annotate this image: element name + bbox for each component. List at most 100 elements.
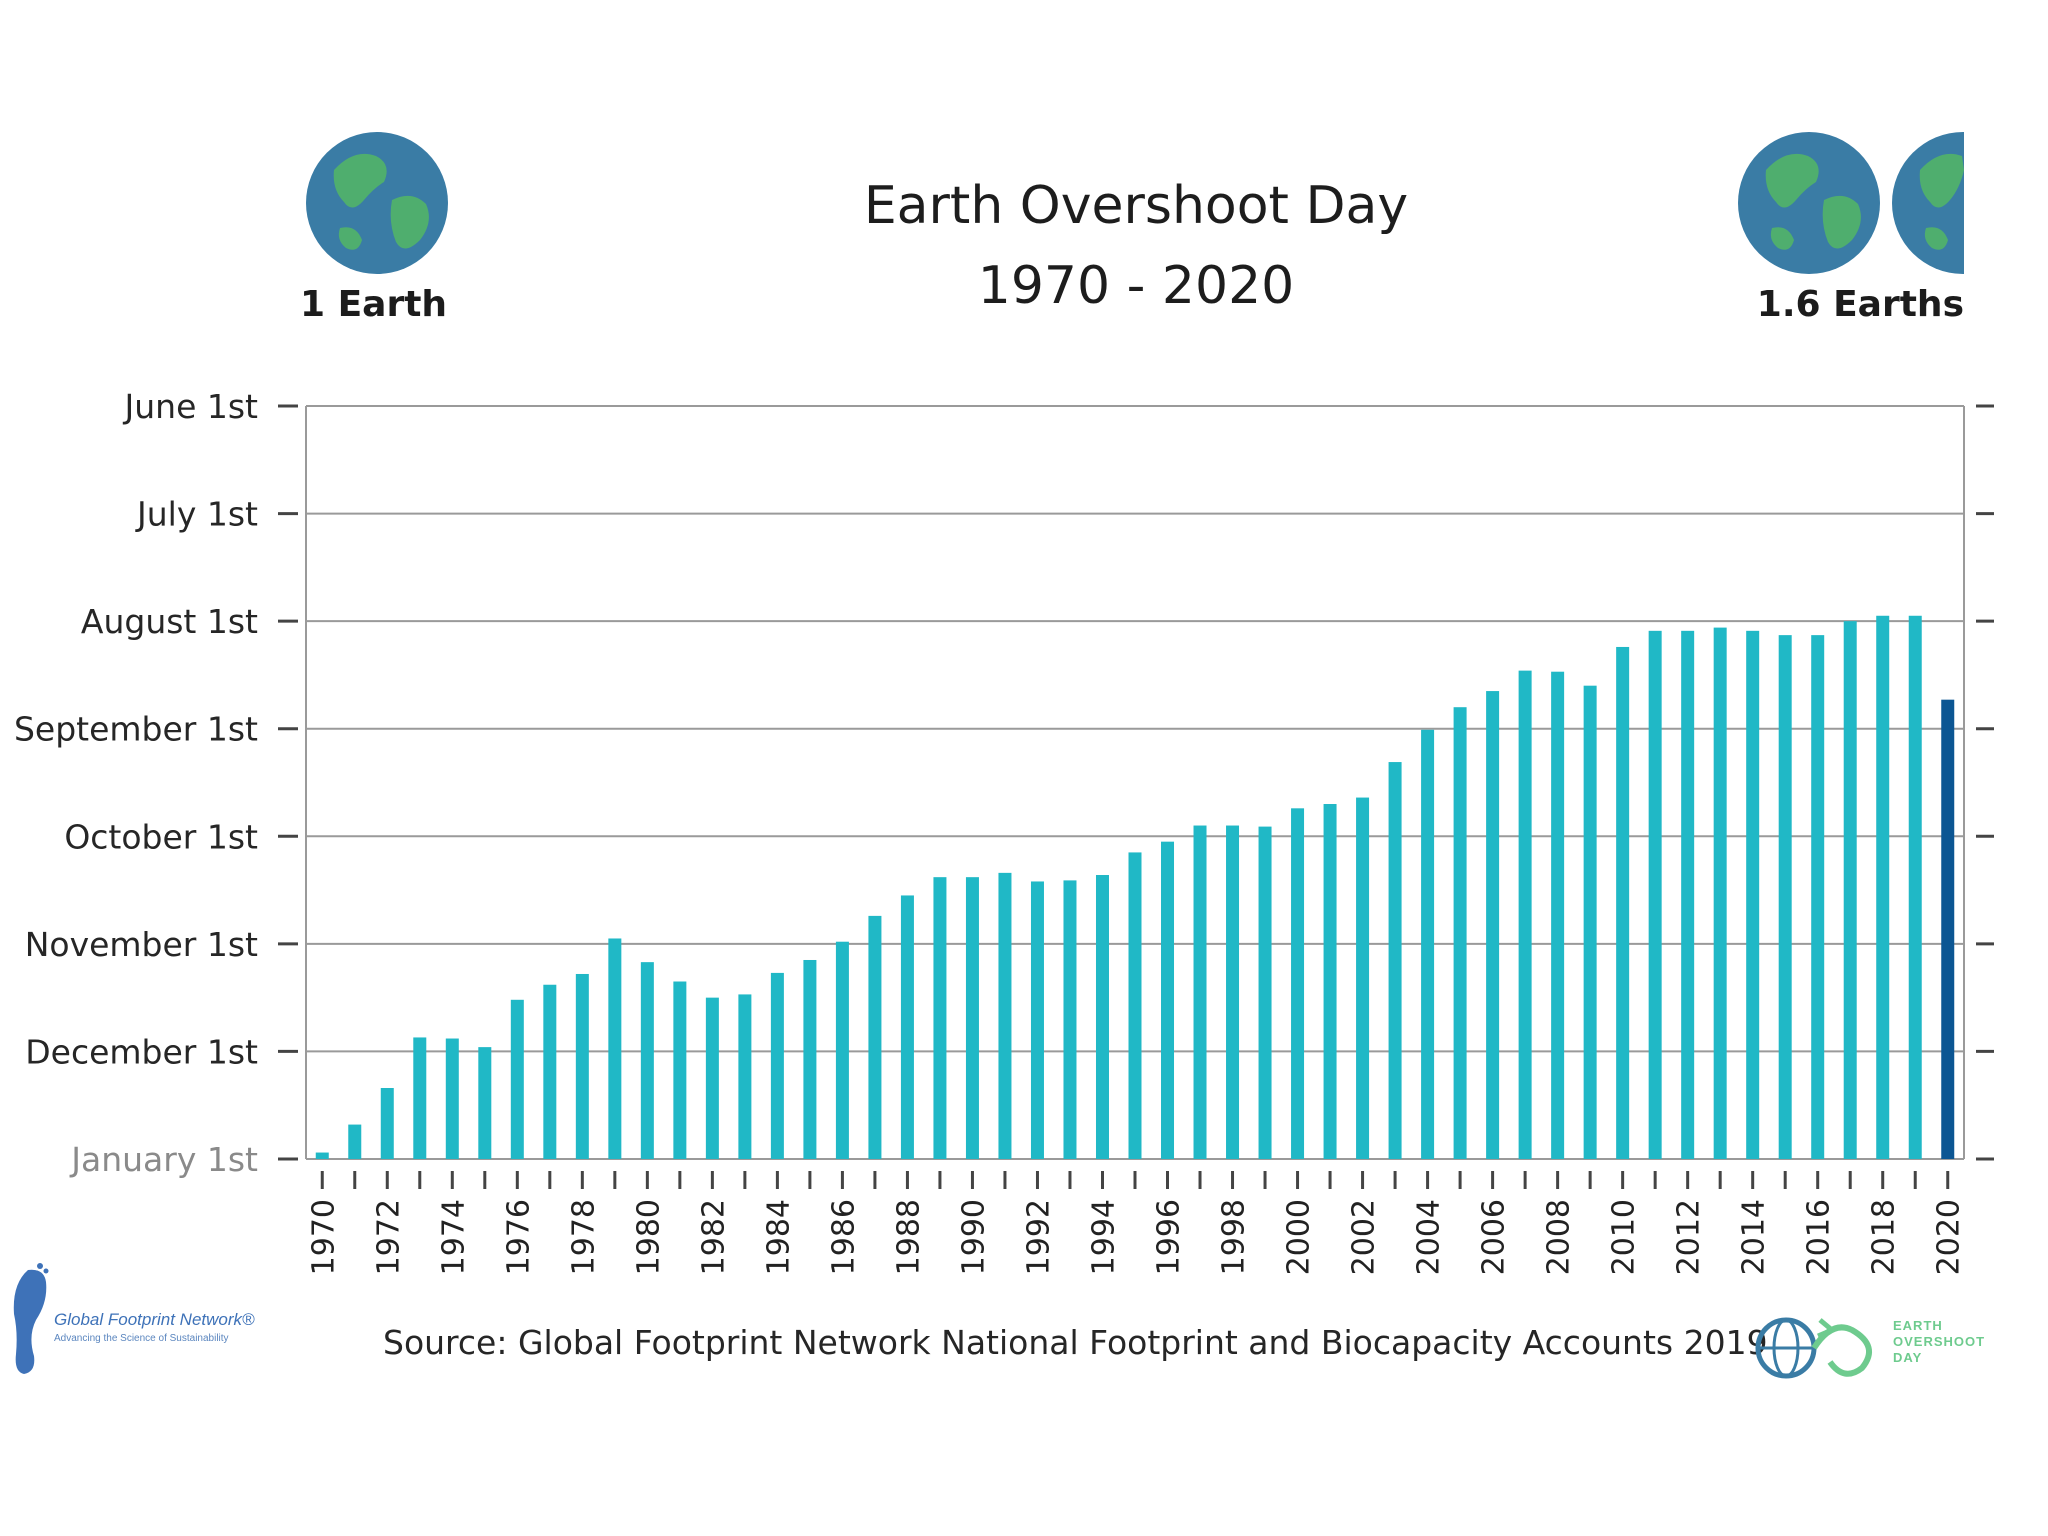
x-tick-label: 2008 <box>1542 1199 1577 1275</box>
x-tick-label: 1984 <box>761 1199 796 1275</box>
x-tick-label: 2006 <box>1477 1199 1512 1275</box>
bar <box>1193 825 1207 1159</box>
bar <box>315 1152 329 1159</box>
y-tick-label: October 1st <box>64 817 258 856</box>
y-tick-label: July 1st <box>135 495 258 534</box>
bar <box>1941 699 1955 1159</box>
footprint-logo-icon <box>13 1263 49 1374</box>
bar <box>1583 685 1597 1159</box>
bar <box>575 973 589 1159</box>
bar <box>1453 707 1467 1159</box>
bar <box>380 1088 394 1159</box>
bar <box>1551 671 1565 1159</box>
x-tick-label: 1970 <box>306 1199 341 1275</box>
bar <box>413 1037 427 1159</box>
one-earth-label: 1 Earth <box>300 284 448 325</box>
y-tick-label: June 1st <box>123 387 259 426</box>
x-tick-label: 1986 <box>826 1199 861 1275</box>
bar <box>1291 808 1305 1159</box>
bar <box>1811 635 1825 1159</box>
bar <box>1876 615 1890 1159</box>
bar <box>705 997 719 1159</box>
bar <box>1161 841 1175 1159</box>
bar <box>478 1047 492 1159</box>
x-tick-label: 1978 <box>566 1199 601 1275</box>
bar <box>1388 762 1402 1159</box>
y-tick-label: September 1st <box>14 710 258 749</box>
bar <box>543 984 557 1159</box>
y-tick-label: January 1st <box>69 1140 258 1179</box>
bar <box>1908 615 1922 1159</box>
x-tick-label: 2000 <box>1282 1199 1317 1275</box>
x-tick-label: 2004 <box>1412 1199 1447 1275</box>
globe-right-icon <box>1738 132 1880 274</box>
y-tick-label: December 1st <box>25 1032 258 1071</box>
y-tick-label: November 1st <box>25 925 258 964</box>
bar <box>1226 825 1240 1159</box>
earths-needed-label: 1.6 Earths <box>1756 284 1964 325</box>
bar <box>1778 635 1792 1159</box>
bar <box>640 962 654 1159</box>
bar <box>1421 729 1435 1159</box>
x-tick-label: 2016 <box>1802 1199 1837 1275</box>
globe-left-icon <box>306 132 448 274</box>
overshoot-day-logo-text: EARTH OVERSHOOT DAY <box>1893 1318 1986 1365</box>
bar <box>1713 627 1727 1159</box>
footprint-network-tagline: Advancing the Science of Sustainability <box>54 1333 229 1344</box>
footprint-network-logo-text: Global Footprint Network® <box>54 1310 255 1329</box>
bar <box>445 1038 459 1159</box>
x-tick-label: 1972 <box>371 1199 406 1275</box>
x-tick-label: 2020 <box>1932 1199 1967 1275</box>
bar <box>510 999 524 1159</box>
x-tick-label: 2010 <box>1607 1199 1642 1275</box>
bar <box>1323 804 1337 1159</box>
bar <box>1616 646 1630 1159</box>
bar <box>608 938 622 1159</box>
bar <box>1746 630 1760 1159</box>
bar <box>1648 630 1662 1159</box>
bar <box>1030 881 1044 1159</box>
y-tick-label: August 1st <box>81 602 258 641</box>
bar <box>803 959 817 1159</box>
chart-subtitle: 1970 - 2020 <box>977 256 1295 316</box>
source-note: Source: Global Footprint Network Nationa… <box>383 1323 1768 1362</box>
bar <box>998 872 1012 1159</box>
bar <box>1128 852 1142 1159</box>
bar <box>348 1124 362 1159</box>
x-tick-label: 1976 <box>501 1199 536 1275</box>
x-tick-label: 2002 <box>1347 1199 1382 1275</box>
x-tick-label: 2012 <box>1672 1199 1707 1275</box>
x-tick-label: 1982 <box>696 1199 731 1275</box>
bar <box>1486 691 1500 1159</box>
bar <box>1356 797 1370 1159</box>
bar <box>835 941 849 1159</box>
bar-layer <box>315 615 1955 1159</box>
bar <box>1518 670 1532 1159</box>
axis-layer: January 1st December 1st November 1st Octob… <box>14 387 1994 1275</box>
bar <box>1095 875 1109 1159</box>
bar <box>868 915 882 1159</box>
x-tick-label: 1994 <box>1086 1199 1121 1275</box>
x-tick-label: 2018 <box>1867 1199 1902 1275</box>
x-tick-label: 1988 <box>891 1199 926 1275</box>
chart-title: Earth Overshoot Day <box>863 176 1409 236</box>
x-tick-label: 2014 <box>1737 1199 1772 1275</box>
x-tick-label: 1980 <box>631 1199 666 1275</box>
x-tick-label: 1974 <box>436 1199 471 1275</box>
bar <box>1258 826 1272 1159</box>
bar <box>673 981 687 1159</box>
x-tick-label: 1998 <box>1217 1199 1252 1275</box>
bar <box>1681 630 1695 1159</box>
bar <box>1843 621 1857 1159</box>
bar <box>933 877 947 1159</box>
x-tick-label: 1990 <box>956 1199 991 1275</box>
bar <box>965 877 979 1159</box>
bar <box>770 972 784 1159</box>
x-tick-label: 1992 <box>1021 1199 1056 1275</box>
x-tick-label: 1996 <box>1152 1199 1187 1275</box>
bar <box>1063 880 1077 1159</box>
overshoot-day-logo-icon <box>1755 1317 1873 1379</box>
bar <box>738 994 752 1159</box>
